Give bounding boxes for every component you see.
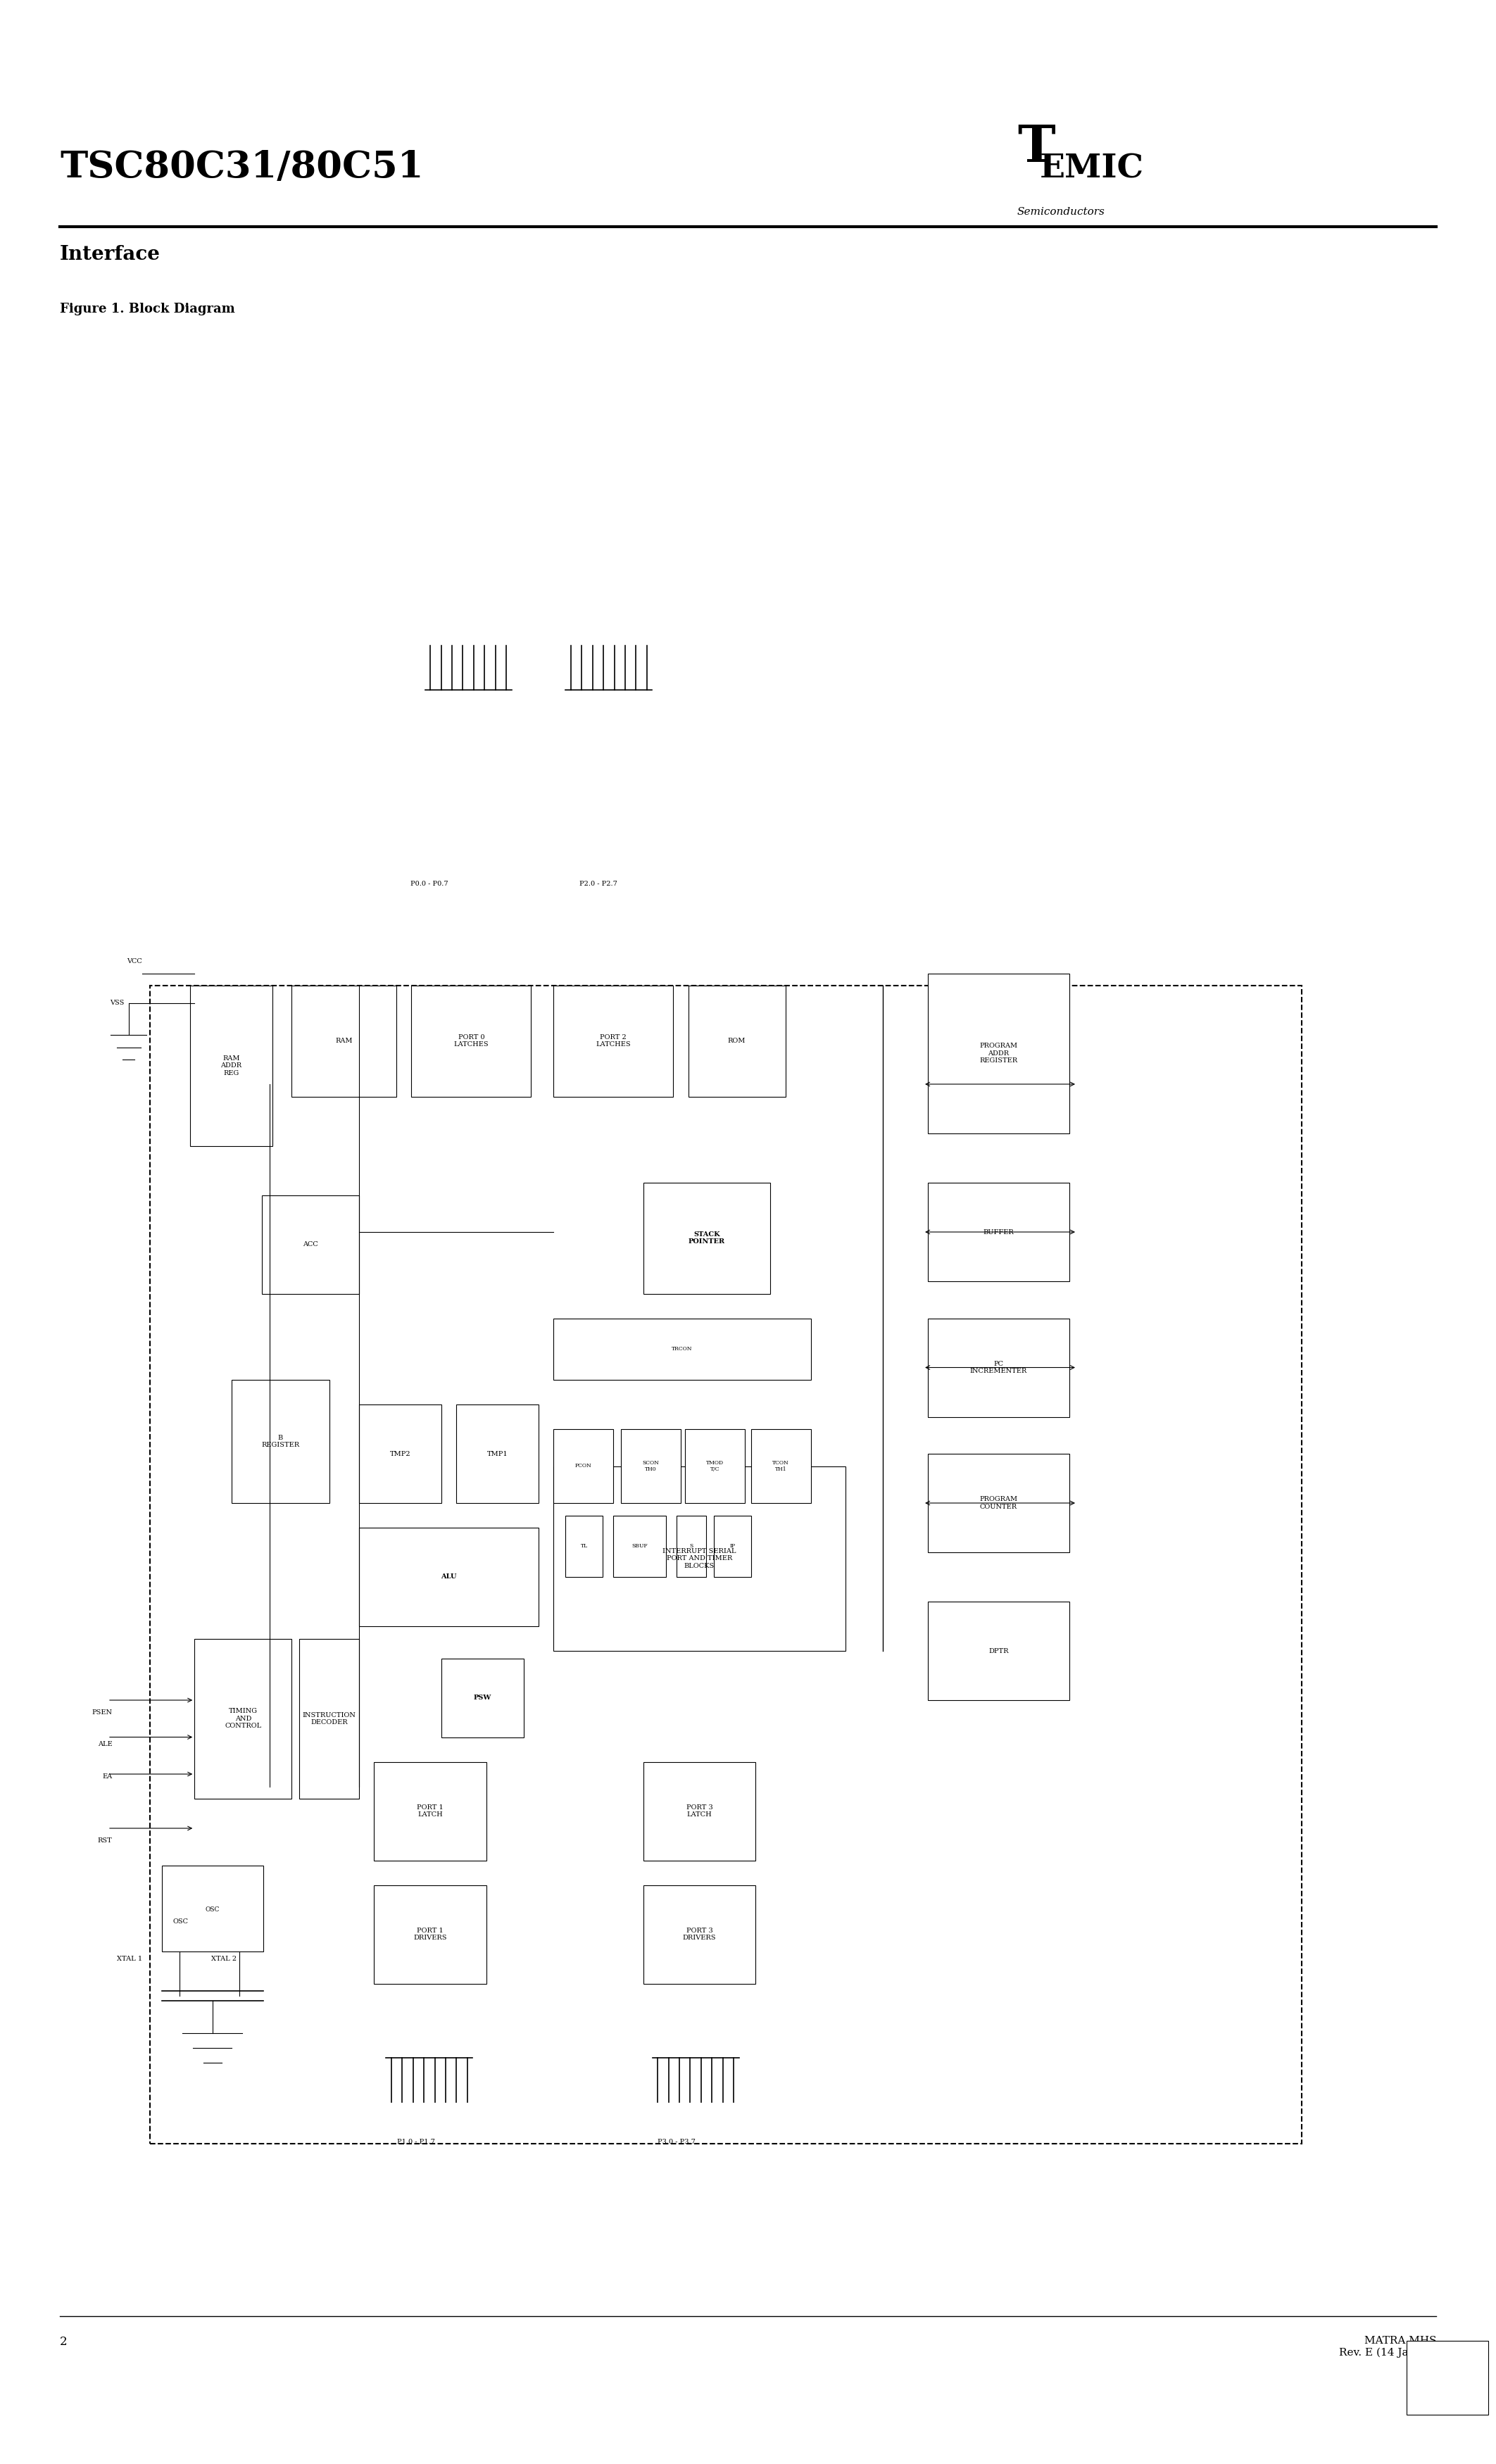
- Text: OSC: OSC: [174, 1919, 188, 1924]
- Text: XTAL 1: XTAL 1: [117, 1956, 142, 1961]
- Text: PORT 3
DRIVERS: PORT 3 DRIVERS: [682, 1927, 717, 1942]
- Text: SCON
TH0: SCON TH0: [642, 1461, 660, 1471]
- FancyBboxPatch shape: [643, 1183, 770, 1294]
- FancyBboxPatch shape: [162, 1865, 263, 1951]
- Text: ALE: ALE: [97, 1742, 112, 1747]
- Text: Interface: Interface: [60, 244, 160, 264]
- FancyBboxPatch shape: [359, 1528, 539, 1626]
- Text: TL: TL: [580, 1542, 588, 1550]
- Text: STACK
POINTER: STACK POINTER: [688, 1232, 726, 1244]
- Text: PSEN: PSEN: [91, 1710, 112, 1715]
- Text: S: S: [690, 1542, 693, 1550]
- Text: ROM: ROM: [729, 1037, 745, 1045]
- FancyBboxPatch shape: [928, 1454, 1070, 1552]
- Text: PROGRAM
ADDR
REGISTER: PROGRAM ADDR REGISTER: [980, 1042, 1017, 1064]
- Text: ALU: ALU: [441, 1574, 456, 1579]
- Text: RAM
ADDR
REG: RAM ADDR REG: [220, 1055, 242, 1077]
- FancyBboxPatch shape: [688, 986, 785, 1096]
- FancyBboxPatch shape: [928, 1602, 1070, 1700]
- Text: INTERRUPT SERIAL
PORT AND TIMER
BLOCKS: INTERRUPT SERIAL PORT AND TIMER BLOCKS: [663, 1547, 736, 1570]
- Text: TIMING
AND
CONTROL: TIMING AND CONTROL: [224, 1708, 262, 1730]
- Text: P3.0 - P3.7: P3.0 - P3.7: [657, 2139, 696, 2146]
- Text: PORT 3
LATCH: PORT 3 LATCH: [687, 1804, 712, 1818]
- Text: EA: EA: [102, 1774, 112, 1779]
- Text: TMP1: TMP1: [488, 1451, 507, 1456]
- FancyBboxPatch shape: [441, 1658, 524, 1737]
- Text: TRCON: TRCON: [672, 1345, 693, 1353]
- FancyBboxPatch shape: [554, 1318, 811, 1380]
- FancyBboxPatch shape: [621, 1429, 681, 1503]
- Text: PORT 1
LATCH: PORT 1 LATCH: [417, 1804, 443, 1818]
- FancyBboxPatch shape: [262, 1195, 359, 1294]
- Text: SBUF: SBUF: [631, 1542, 648, 1550]
- FancyBboxPatch shape: [554, 1429, 613, 1503]
- FancyBboxPatch shape: [554, 986, 673, 1096]
- FancyBboxPatch shape: [714, 1515, 751, 1577]
- FancyBboxPatch shape: [292, 986, 396, 1096]
- Text: TMOD
T/C: TMOD T/C: [706, 1461, 724, 1471]
- Text: TSC80C31/80C51: TSC80C31/80C51: [60, 148, 423, 185]
- FancyBboxPatch shape: [150, 986, 1302, 2144]
- FancyBboxPatch shape: [554, 1466, 845, 1651]
- Text: BUFFER: BUFFER: [983, 1230, 1014, 1234]
- Text: PORT 0
LATCHES: PORT 0 LATCHES: [453, 1035, 489, 1047]
- Text: B
REGISTER: B REGISTER: [262, 1434, 299, 1449]
- Text: P1.0 - P1.7: P1.0 - P1.7: [396, 2139, 435, 2146]
- Text: 2: 2: [60, 2336, 67, 2348]
- FancyBboxPatch shape: [643, 1885, 755, 1984]
- Text: IP: IP: [730, 1542, 735, 1550]
- Text: T: T: [1017, 123, 1055, 172]
- Text: PC
INCREMENTER: PC INCREMENTER: [969, 1360, 1028, 1375]
- Text: Semiconductors: Semiconductors: [1017, 207, 1106, 217]
- Text: VCC: VCC: [127, 958, 142, 963]
- Text: OSC: OSC: [205, 1907, 220, 1912]
- Text: P2.0 - P2.7: P2.0 - P2.7: [579, 880, 618, 887]
- FancyBboxPatch shape: [1406, 2341, 1489, 2415]
- Text: VSS: VSS: [109, 1000, 124, 1005]
- Text: PROGRAM
COUNTER: PROGRAM COUNTER: [980, 1496, 1017, 1510]
- Text: DPTR: DPTR: [989, 1648, 1008, 1653]
- FancyBboxPatch shape: [190, 986, 272, 1146]
- Text: TCON
TH1: TCON TH1: [772, 1461, 790, 1471]
- Text: PSW: PSW: [474, 1695, 491, 1700]
- FancyBboxPatch shape: [928, 1183, 1070, 1281]
- Text: INSTRUCTION
DECODER: INSTRUCTION DECODER: [302, 1712, 356, 1725]
- Text: TMP2: TMP2: [390, 1451, 410, 1456]
- Text: PORT 1
DRIVERS: PORT 1 DRIVERS: [413, 1927, 447, 1942]
- FancyBboxPatch shape: [299, 1639, 359, 1799]
- FancyBboxPatch shape: [613, 1515, 666, 1577]
- FancyBboxPatch shape: [643, 1762, 755, 1860]
- Text: ACC: ACC: [302, 1242, 319, 1247]
- Text: RST: RST: [97, 1838, 112, 1843]
- FancyBboxPatch shape: [565, 1515, 603, 1577]
- FancyBboxPatch shape: [411, 986, 531, 1096]
- Text: EMIC: EMIC: [1040, 153, 1144, 185]
- Text: RAM: RAM: [335, 1037, 353, 1045]
- FancyBboxPatch shape: [928, 1318, 1070, 1417]
- FancyBboxPatch shape: [374, 1885, 486, 1984]
- FancyBboxPatch shape: [194, 1639, 292, 1799]
- Text: Figure 1. Block Diagram: Figure 1. Block Diagram: [60, 303, 235, 315]
- FancyBboxPatch shape: [928, 973, 1070, 1133]
- Text: P0.0 - P0.7: P0.0 - P0.7: [410, 880, 449, 887]
- Text: XTAL 2: XTAL 2: [211, 1956, 236, 1961]
- FancyBboxPatch shape: [232, 1380, 329, 1503]
- FancyBboxPatch shape: [456, 1404, 539, 1503]
- Text: PORT 2
LATCHES: PORT 2 LATCHES: [595, 1035, 631, 1047]
- FancyBboxPatch shape: [751, 1429, 811, 1503]
- Text: PCON: PCON: [574, 1464, 592, 1469]
- Text: MATRA MHS
Rev. E (14 Jan.97): MATRA MHS Rev. E (14 Jan.97): [1339, 2336, 1436, 2358]
- FancyBboxPatch shape: [374, 1762, 486, 1860]
- FancyBboxPatch shape: [685, 1429, 745, 1503]
- FancyBboxPatch shape: [359, 1404, 441, 1503]
- FancyBboxPatch shape: [676, 1515, 706, 1577]
